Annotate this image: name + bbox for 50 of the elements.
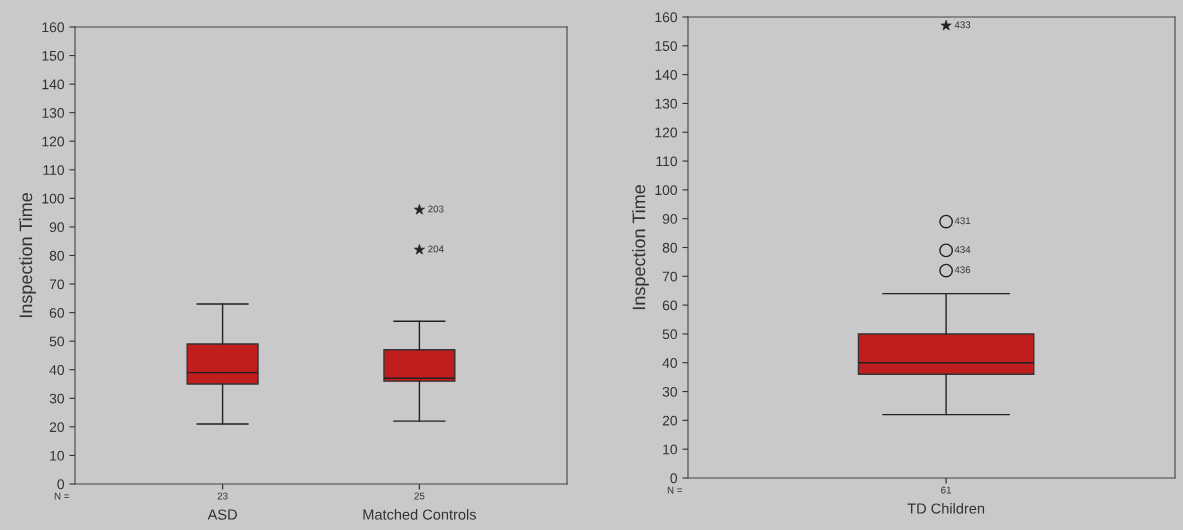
y-tick-label: 0 [57,479,65,490]
x-tick-label: TD Children [907,503,985,514]
y-axis-title: Inspection Time [632,185,649,310]
y-tick-label: 110 [43,165,65,175]
series-label: 434 [954,246,971,253]
y-tick-label: 100 [655,185,678,196]
y-tick-label: 160 [42,22,65,33]
y-tick-label: 70 [49,279,65,290]
y-tick-label: 130 [655,98,678,109]
y-tick-label: 150 [42,50,65,61]
series-label: 203 [428,205,444,213]
x-tick-label: ASD [207,509,237,520]
text: N = [54,492,69,500]
y-axis-title: Inspection Time [19,193,36,318]
text: 61 [941,486,952,494]
y-tick-label: 90 [49,222,65,233]
y-tick-label: 80 [662,242,678,253]
y-tick-label: 90 [662,214,678,224]
y-tick-label: 50 [662,329,678,340]
y-tick-label: 140 [655,69,678,80]
y-tick-label: 120 [655,127,678,138]
text: 25 [414,492,425,500]
y-tick-label: 40 [49,365,65,375]
series-label: 433 [954,21,971,29]
y-tick-label: 50 [49,336,65,347]
y-tick-label: 100 [42,193,65,204]
series-label: 431 [954,217,971,225]
y-tick-label: 10 [663,444,678,455]
y-tick-label: 40 [662,358,678,368]
y-tick-label: 130 [42,108,65,118]
y-tick-label: 10 [50,450,65,461]
y-tick-label: 110 [656,156,678,167]
y-tick-label: 80 [49,250,65,261]
y-tick-label: 120 [42,136,65,147]
y-tick-label: 30 [662,386,678,397]
y-tick-label: 0 [670,473,678,484]
x-tick-label: Matched Controls [363,509,477,520]
y-tick-label: 60 [49,307,65,318]
series-label: 204 [428,245,444,253]
y-tick-label: 20 [49,422,65,433]
y-tick-label: 140 [42,79,65,90]
y-tick-label: 70 [662,271,678,282]
y-tick-label: 150 [655,41,678,51]
text: N = [667,486,682,494]
y-tick-label: 160 [655,12,678,23]
y-tick-label: 30 [49,393,65,404]
y-tick-label: 20 [662,415,678,426]
y-tick-label: 60 [662,300,678,311]
text: 23 [217,492,228,500]
series-label: 436 [954,266,971,274]
